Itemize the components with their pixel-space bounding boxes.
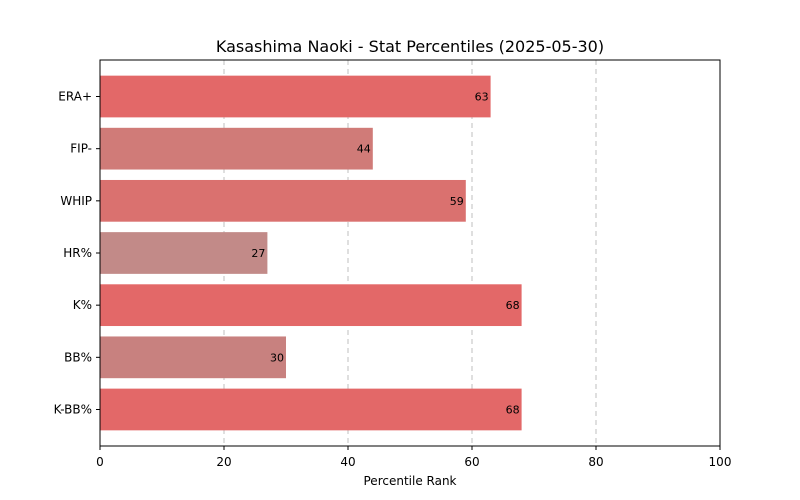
bar-value-label: 63 (475, 91, 489, 104)
bar-era- (100, 75, 491, 118)
y-tick-label: K-BB% (54, 402, 92, 416)
x-tick-label: 80 (588, 455, 603, 469)
y-tick-label: WHIP (60, 194, 92, 208)
x-tick-label: 60 (464, 455, 479, 469)
bar-value-label: 30 (270, 351, 284, 364)
chart-title: Kasashima Naoki - Stat Percentiles (2025… (216, 37, 604, 56)
bar-whip (100, 179, 466, 222)
bar-value-label: 59 (450, 195, 464, 208)
y-axis: ERA+ FIP- WHIP HR% K% BB% K-BB% (54, 90, 100, 416)
bar-bb- (100, 336, 286, 379)
bar-value-label: 44 (357, 143, 371, 156)
x-tick-label: 100 (709, 455, 732, 469)
bar-value-label: 27 (251, 247, 265, 260)
bar-k-bb- (100, 388, 522, 431)
bars (100, 75, 522, 431)
x-axis: 0 20 40 60 80 100 (96, 446, 731, 469)
y-tick-label: FIP- (70, 142, 92, 156)
x-axis-label: Percentile Rank (364, 474, 457, 488)
y-tick-label: ERA+ (58, 90, 92, 104)
x-tick-label: 0 (96, 455, 104, 469)
y-tick-label: HR% (63, 246, 92, 260)
bar-value-label: 68 (506, 403, 520, 416)
y-tick-label: BB% (64, 350, 92, 364)
bar-k- (100, 284, 522, 327)
bar-value-label: 68 (506, 299, 520, 312)
x-tick-label: 20 (216, 455, 231, 469)
bar-fip- (100, 127, 373, 170)
y-tick-label: K% (73, 298, 92, 312)
bar-hr- (100, 232, 268, 274)
data-labels: 63 44 59 27 68 30 68 (251, 91, 519, 417)
grid-lines (223, 60, 597, 446)
x-tick-label: 40 (340, 455, 355, 469)
